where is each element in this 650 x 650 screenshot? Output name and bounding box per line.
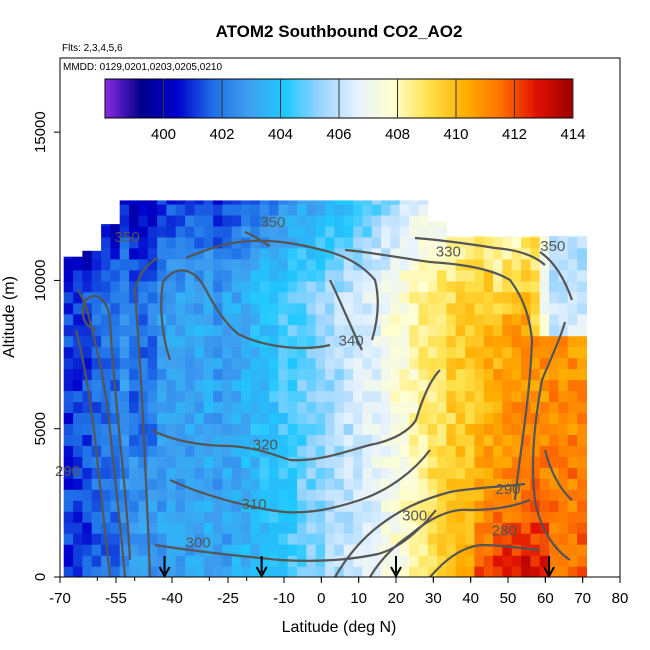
x-tick-label--25: -25 bbox=[217, 590, 239, 607]
theta-contours bbox=[74, 230, 574, 577]
contour-line-11 bbox=[369, 498, 531, 577]
contour-line-8 bbox=[154, 509, 437, 562]
contour-line-19 bbox=[329, 279, 363, 351]
profile-marker-1 bbox=[158, 556, 171, 579]
x-tick-label-0: 0 bbox=[317, 590, 325, 607]
contour-label-7: 310 bbox=[242, 496, 267, 513]
x-tick-label-60: 60 bbox=[537, 590, 554, 607]
x-axis-label: Latitude (deg N) bbox=[282, 619, 397, 636]
contour-label-10: 290 bbox=[495, 481, 520, 498]
contour-line-6 bbox=[160, 269, 331, 361]
contour-line-12 bbox=[429, 543, 541, 577]
dates-label: MMDD: 0129,0201,0203,0205,0210 bbox=[63, 62, 222, 73]
contour-label-9: 300 bbox=[402, 508, 427, 525]
x-tick-label-80: 80 bbox=[612, 590, 629, 607]
contour-label-5: 340 bbox=[339, 333, 364, 350]
y-tick-label-15000: 15000 bbox=[32, 111, 49, 153]
y-tick-label-0: 0 bbox=[32, 573, 49, 581]
contour-label-1: 350 bbox=[115, 229, 140, 246]
contour-line-18 bbox=[244, 230, 271, 247]
x-tick-label--40: -40 bbox=[161, 590, 183, 607]
contour-line-17 bbox=[543, 449, 573, 501]
heatmap-cells bbox=[63, 200, 587, 577]
chart-title: ATOM2 Southbound CO2_AO2 bbox=[216, 22, 463, 41]
contour-line-15 bbox=[539, 251, 574, 301]
y-axis: 0 5000 10000 15000 bbox=[32, 111, 60, 581]
plot-frame bbox=[59, 57, 621, 578]
contour-label-3: 330 bbox=[436, 244, 461, 261]
colorbar-label-404: 404 bbox=[268, 126, 293, 143]
profile-marker-2 bbox=[255, 556, 268, 579]
x-tick-label--55: -55 bbox=[105, 590, 127, 607]
contour-label-2: 350 bbox=[260, 214, 285, 231]
y-axis-label: Altitude (m) bbox=[1, 276, 18, 358]
colorbar: 400 402 404 406 408 410 412 414 bbox=[104, 78, 586, 143]
x-tick-label--10: -10 bbox=[273, 590, 295, 607]
contour-line-2 bbox=[77, 289, 127, 577]
colorbar-label-412: 412 bbox=[502, 126, 527, 143]
flights-label: Flts: 2,3,4,5,6 bbox=[62, 43, 123, 54]
contour-label-12: 290 bbox=[55, 463, 80, 480]
colorbar-label-402: 402 bbox=[209, 126, 234, 143]
contour-line-16 bbox=[531, 321, 571, 561]
x-tick-label-70: 70 bbox=[574, 590, 591, 607]
x-tick-label-30: 30 bbox=[425, 590, 442, 607]
profile-marker-4 bbox=[543, 556, 555, 579]
colorbar-label-408: 408 bbox=[385, 126, 410, 143]
x-axis: -70 -55 -40 -25 -10 0 10 20 30 40 50 60 70 80 bbox=[49, 577, 628, 607]
contour-line-5 bbox=[151, 369, 441, 462]
y-tick-label-5000: 5000 bbox=[32, 412, 49, 445]
contour-line-13 bbox=[344, 248, 534, 501]
x-tick-label-50: 50 bbox=[500, 590, 517, 607]
colorbar-label-406: 406 bbox=[326, 126, 351, 143]
contour-line-10 bbox=[334, 482, 526, 577]
contour-line-4 bbox=[133, 257, 159, 577]
profile-markers bbox=[158, 556, 555, 579]
colorbar-label-400: 400 bbox=[151, 126, 176, 143]
contour-line-9 bbox=[185, 239, 379, 341]
profile-marker-3 bbox=[390, 556, 402, 579]
contour-label-4: 350 bbox=[540, 238, 565, 255]
contour-labels: 350 350 330 350 340 320 310 300 300 290 280 290 bbox=[55, 214, 565, 551]
x-tick-label-40: 40 bbox=[462, 590, 479, 607]
contour-label-11: 280 bbox=[492, 523, 517, 540]
contour-label-8: 300 bbox=[186, 534, 211, 551]
colorbar-label-410: 410 bbox=[443, 126, 468, 143]
contour-line-1 bbox=[74, 329, 112, 577]
colorbar-label-414: 414 bbox=[560, 126, 585, 143]
x-tick-label--70: -70 bbox=[49, 590, 71, 607]
x-tick-label-20: 20 bbox=[388, 590, 405, 607]
contour-line-3 bbox=[81, 295, 132, 561]
y-tick-label-10000: 10000 bbox=[32, 260, 49, 302]
contour-line-14 bbox=[414, 236, 546, 266]
contour-label-6: 320 bbox=[253, 437, 278, 454]
contour-line-7 bbox=[169, 449, 431, 514]
x-tick-label-10: 10 bbox=[350, 590, 367, 607]
